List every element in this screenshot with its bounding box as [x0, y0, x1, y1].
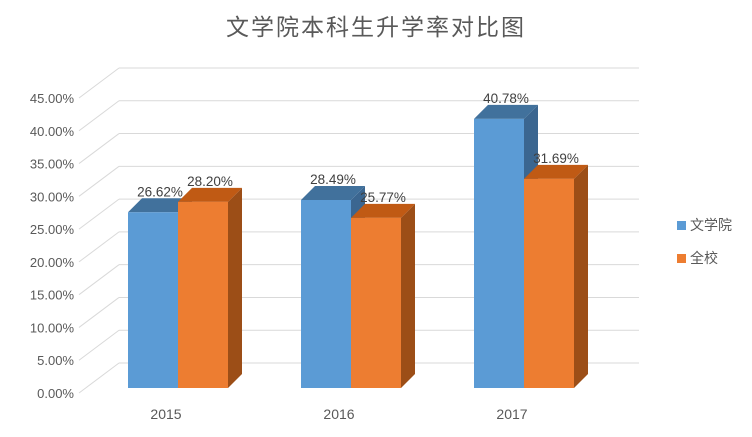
- x-axis-category-label: 2016: [323, 406, 354, 422]
- bar-data-label: 40.78%: [483, 91, 529, 106]
- bar-top-face: [524, 164, 588, 179]
- axis-depth-tick: [78, 231, 120, 263]
- axis-depth-tick: [78, 264, 120, 296]
- axis-depth-tick: [78, 67, 120, 99]
- y-axis-tick-label: 35.00%: [30, 157, 75, 172]
- axis-depth-tick: [78, 329, 120, 361]
- legend-swatch-orange-icon: [677, 253, 686, 263]
- y-axis-tick-label: 30.00%: [30, 189, 75, 204]
- legend-label-series-0: 文学院: [690, 217, 732, 233]
- bar-top-face: [178, 187, 242, 202]
- bar-front-face: [351, 217, 401, 388]
- y-axis-tick-label: 15.00%: [30, 288, 75, 303]
- bar-side-face: [401, 203, 415, 388]
- bar-front-face: [178, 201, 228, 388]
- bar-series-1-cat-2015: [178, 187, 242, 388]
- x-axis-category-label: 2017: [496, 406, 527, 422]
- axis-depth-tick: [78, 297, 120, 328]
- legend-swatch-blue-icon: [677, 220, 686, 230]
- legend-item-series-1: 全校: [677, 248, 732, 268]
- axis-depth-tick: [78, 100, 120, 132]
- bar-top-face: [474, 104, 538, 119]
- bar-data-label: 26.62%: [137, 184, 183, 199]
- bar-series-1-cat-2017: [524, 164, 588, 388]
- bar-side-face: [574, 164, 588, 388]
- axis-depth-tick: [78, 198, 120, 230]
- legend-label-series-1: 全校: [690, 250, 718, 266]
- chart-title: 文学院本科生升学率对比图: [226, 14, 526, 40]
- y-axis-tick-label: 25.00%: [30, 222, 75, 237]
- y-axis-tick-label: 20.00%: [30, 255, 75, 270]
- bar-side-face: [228, 187, 242, 388]
- bar-top-face: [301, 185, 365, 200]
- bar-series-1-cat-2016: [351, 203, 415, 388]
- y-axis-tick-label: 10.00%: [30, 320, 75, 335]
- axis-depth-tick: [78, 362, 120, 394]
- bar-data-label: 28.49%: [310, 172, 356, 187]
- bar-top-face: [351, 203, 415, 218]
- x-axis-category-label: 2015: [150, 406, 181, 422]
- axis-depth-tick: [78, 165, 120, 197]
- bar-data-label: 31.69%: [533, 151, 579, 166]
- bar-front-face: [474, 118, 524, 389]
- bar-data-label: 28.20%: [187, 174, 233, 189]
- chart-legend: 文学院 全校: [677, 215, 732, 268]
- bar-front-face: [524, 178, 574, 388]
- bar-front-face: [301, 199, 351, 388]
- bar-data-label: 25.77%: [360, 190, 406, 205]
- y-axis-tick-label: 40.00%: [30, 124, 75, 139]
- bar-top-face: [128, 198, 192, 213]
- y-axis-tick-label: 45.00%: [30, 91, 75, 106]
- y-axis-tick-label: 5.00%: [37, 353, 74, 368]
- bar-front-face: [128, 212, 178, 388]
- axis-depth-tick: [78, 133, 120, 164]
- legend-item-series-0: 文学院: [677, 215, 732, 235]
- y-axis-tick-label: 0.00%: [37, 386, 74, 401]
